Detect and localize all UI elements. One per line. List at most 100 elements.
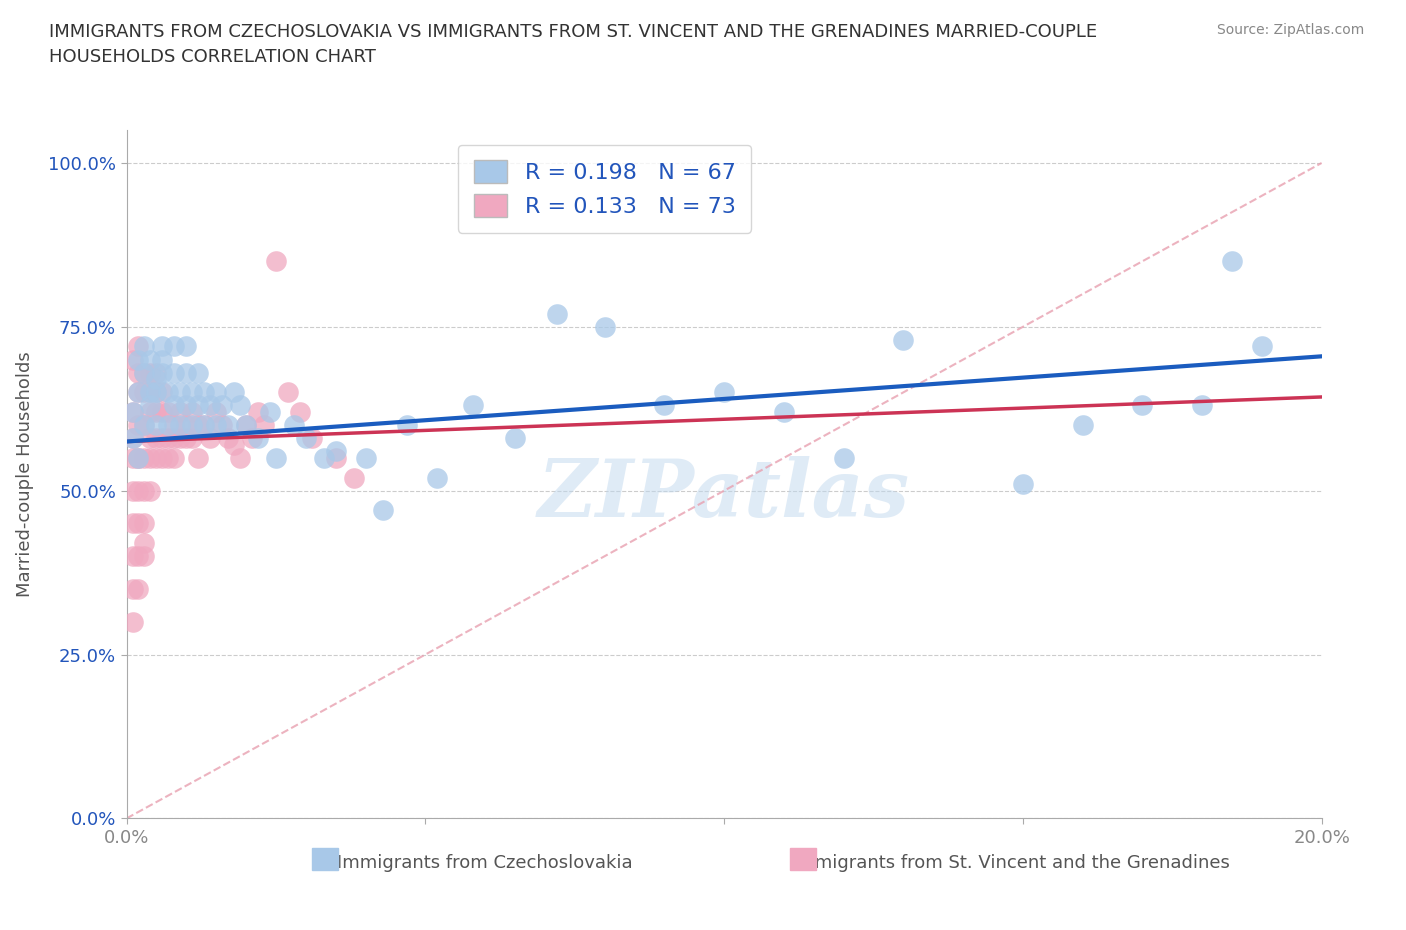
Point (169, 418, 191, 432)
Point (222, 437, 246, 452)
Point (152, 352, 174, 367)
Legend: R = 0.198   N = 67, R = 0.133   N = 73: R = 0.198 N = 67, R = 0.133 N = 73 (458, 145, 751, 232)
Point (139, 405, 162, 419)
Point (211, 418, 233, 432)
Point (163, 431, 186, 445)
Point (235, 418, 257, 432)
Point (145, 418, 167, 432)
Point (205, 405, 228, 419)
Point (127, 385, 149, 400)
Point (181, 405, 204, 419)
Point (134, 365, 156, 380)
Point (1191, 398, 1213, 413)
Point (139, 431, 162, 445)
Point (139, 365, 162, 380)
Point (503, 431, 526, 445)
Point (229, 398, 252, 413)
Point (174, 339, 197, 354)
Point (127, 450, 149, 465)
Point (169, 431, 191, 445)
Point (294, 431, 316, 445)
Point (121, 581, 143, 596)
Point (134, 549, 156, 564)
Point (181, 418, 204, 432)
Point (139, 398, 162, 413)
Point (247, 405, 270, 419)
Point (121, 405, 143, 419)
Point (325, 450, 347, 465)
Point (127, 365, 149, 380)
Point (277, 385, 299, 400)
Point (157, 450, 180, 465)
Point (312, 450, 335, 465)
Point (145, 385, 167, 400)
Point (134, 484, 156, 498)
Point (174, 398, 197, 413)
Point (121, 431, 143, 445)
Bar (312, 848, 337, 870)
Point (169, 405, 191, 419)
Point (174, 418, 197, 432)
Point (343, 471, 366, 485)
Point (1220, 254, 1243, 269)
Point (1011, 477, 1033, 492)
Point (157, 405, 180, 419)
Point (127, 450, 149, 465)
Point (157, 385, 180, 400)
Point (187, 365, 209, 380)
Text: Source: ZipAtlas.com: Source: ZipAtlas.com (1216, 23, 1364, 37)
Point (1251, 339, 1274, 354)
Point (325, 444, 347, 458)
Point (121, 549, 143, 564)
Point (301, 431, 323, 445)
Point (134, 365, 156, 380)
Point (121, 615, 143, 630)
Point (127, 581, 149, 596)
Point (205, 385, 228, 400)
Point (187, 450, 209, 465)
Point (652, 398, 675, 413)
Point (134, 339, 156, 354)
Point (193, 385, 215, 400)
Point (222, 385, 246, 400)
Point (235, 418, 257, 432)
Point (174, 365, 197, 380)
Point (1071, 418, 1094, 432)
Point (169, 385, 191, 400)
Point (139, 450, 162, 465)
Point (283, 418, 305, 432)
Point (145, 405, 167, 419)
Point (134, 516, 156, 531)
Point (127, 385, 149, 400)
Point (157, 431, 180, 445)
Point (127, 418, 149, 432)
Point (217, 418, 239, 432)
Point (134, 418, 156, 432)
Point (121, 450, 143, 465)
Point (127, 339, 149, 354)
Point (200, 431, 222, 445)
Point (127, 549, 149, 564)
Point (139, 385, 162, 400)
Point (145, 431, 167, 445)
Point (187, 398, 209, 413)
Point (893, 333, 915, 348)
Point (1130, 398, 1153, 413)
Point (217, 431, 239, 445)
Point (121, 352, 143, 367)
Point (288, 405, 311, 419)
Text: ZIPatlas: ZIPatlas (538, 457, 910, 534)
Point (163, 418, 186, 432)
Point (139, 352, 162, 367)
Point (174, 431, 197, 445)
Text: Immigrants from St. Vincent and the Grenadines: Immigrants from St. Vincent and the Gren… (792, 854, 1230, 872)
Bar (790, 848, 815, 870)
Point (139, 385, 162, 400)
Point (127, 484, 149, 498)
Point (181, 385, 204, 400)
Point (121, 405, 143, 419)
Point (145, 372, 167, 387)
Point (127, 450, 149, 465)
Point (127, 516, 149, 531)
Point (773, 405, 796, 419)
